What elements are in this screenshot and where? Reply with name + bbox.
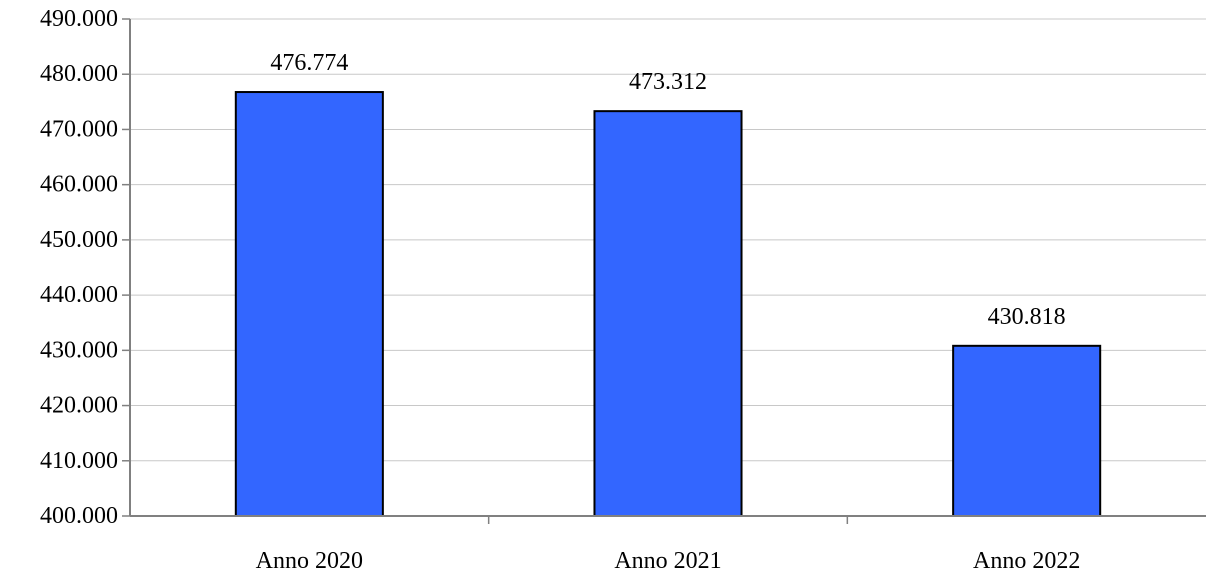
- x-tick-label: Anno 2021: [614, 548, 721, 573]
- y-tick-label: 410.000: [40, 448, 118, 474]
- y-tick-label: 480.000: [40, 61, 118, 87]
- y-tick-label: 490.000: [40, 6, 118, 32]
- y-tick-label: 440.000: [40, 282, 118, 308]
- x-tick-label: Anno 2020: [256, 548, 363, 573]
- y-tick-label: 420.000: [40, 393, 118, 419]
- bar-layer: [234, 91, 1102, 517]
- data-label: 476.774: [270, 50, 348, 76]
- y-tick-label: 430.000: [40, 337, 118, 363]
- y-tick-label: 460.000: [40, 172, 118, 198]
- y-tick-label: 400.000: [40, 503, 118, 529]
- bar: [593, 110, 743, 517]
- y-tick-label: 470.000: [40, 116, 118, 142]
- axis-layer: [122, 18, 1206, 524]
- x-tick-label: Anno 2022: [973, 548, 1080, 573]
- data-label: 473.312: [629, 69, 707, 95]
- bar: [234, 91, 384, 517]
- label-layer: 400.000 410.000 420.000 430.000 440.000 450.0…: [40, 6, 1080, 573]
- bar: [952, 344, 1102, 517]
- data-label: 430.818: [988, 304, 1066, 330]
- y-tick-label: 450.000: [40, 227, 118, 253]
